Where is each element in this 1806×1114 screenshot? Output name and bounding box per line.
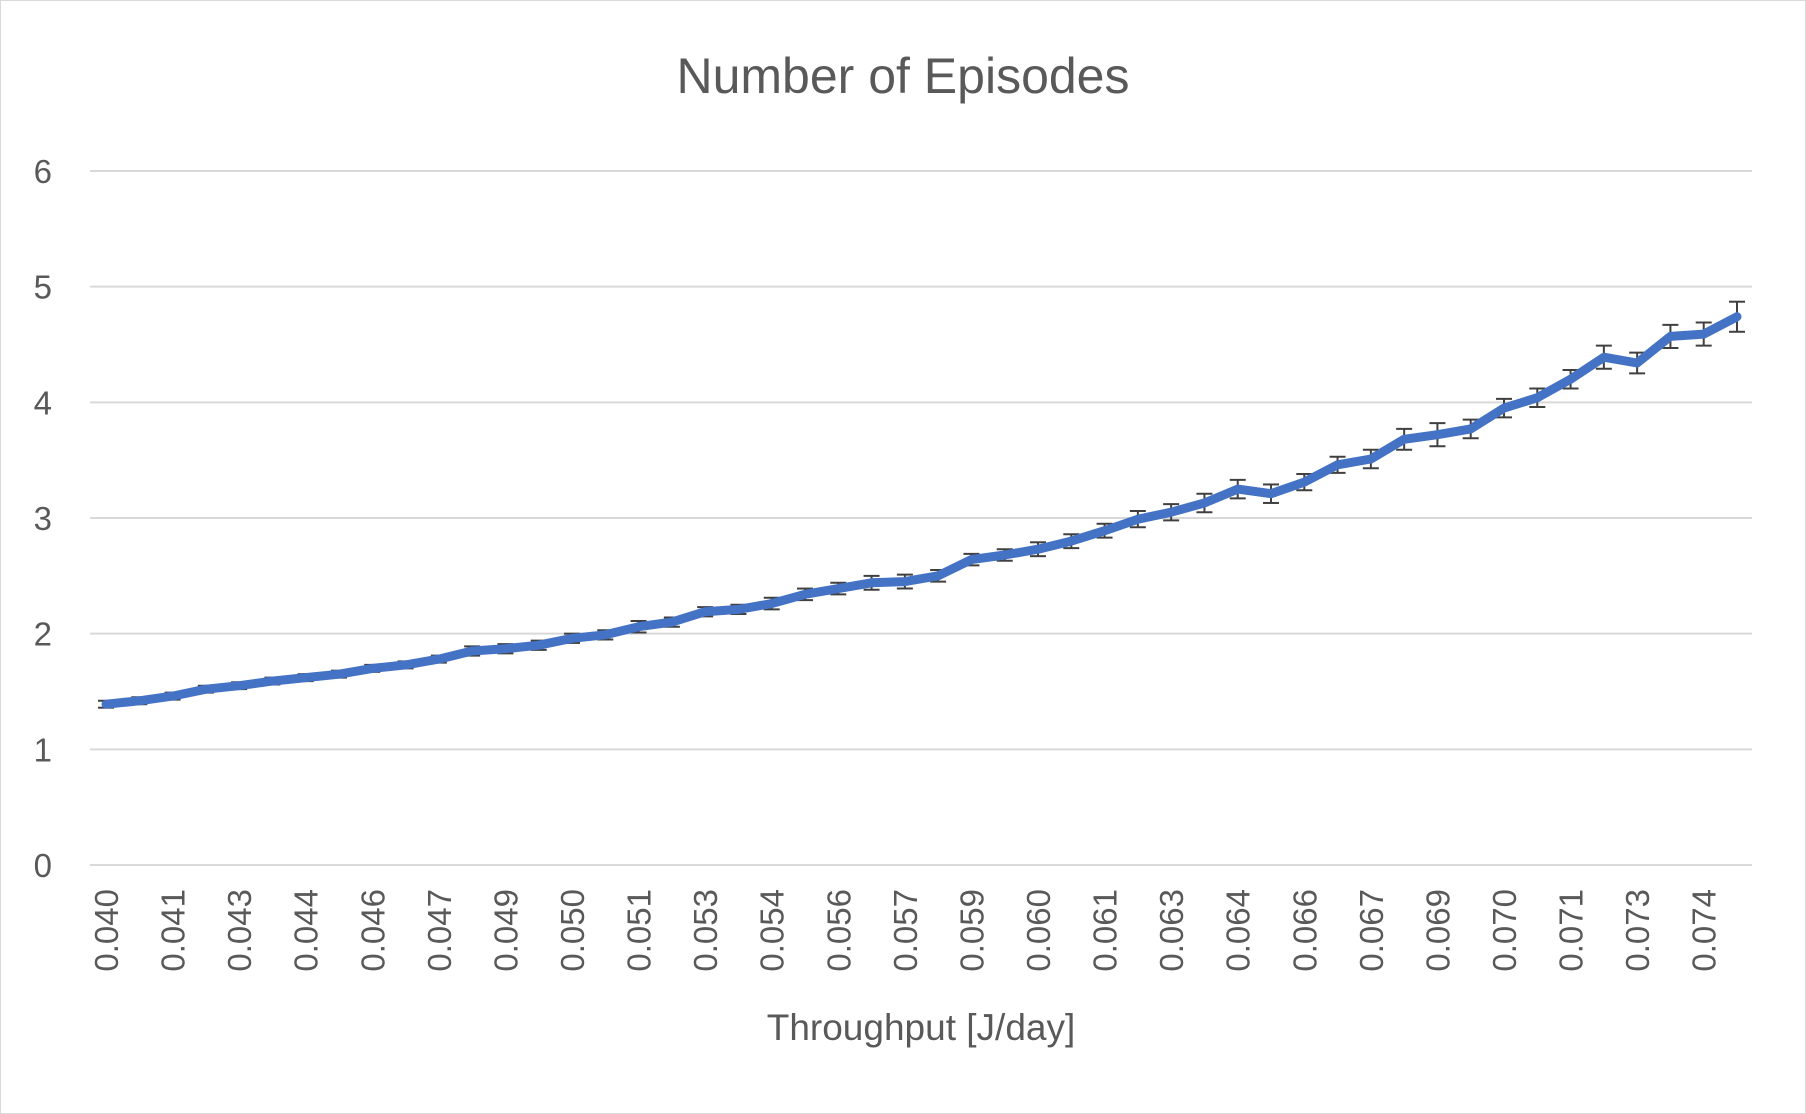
- x-tick-label: 0.043: [221, 889, 258, 972]
- x-tick-label: 0.067: [1353, 889, 1390, 972]
- data-point: [104, 702, 108, 707]
- data-point: [1601, 355, 1606, 360]
- data-point: [769, 601, 774, 606]
- data-point: [1002, 553, 1007, 558]
- data-point: [1535, 395, 1540, 400]
- x-tick-label: 0.064: [1220, 889, 1257, 972]
- data-point: [436, 657, 441, 662]
- y-tick-label: 6: [34, 153, 52, 190]
- y-tick-label: 0: [34, 847, 52, 884]
- x-tick-label: 0.051: [621, 889, 658, 972]
- gridlines: [90, 170, 1752, 866]
- data-point: [1169, 510, 1174, 515]
- x-tick-label: 0.053: [687, 889, 724, 972]
- x-tick-label: 0.049: [487, 889, 524, 972]
- data-point: [603, 632, 608, 637]
- data-point: [869, 580, 874, 585]
- data-point: [370, 666, 375, 671]
- series-line: [101, 312, 1742, 709]
- data-point: [836, 586, 841, 591]
- data-point: [170, 694, 175, 699]
- x-tick-label: 0.071: [1553, 889, 1590, 972]
- series-layer: [101, 312, 1742, 709]
- data-point: [270, 679, 275, 684]
- y-tick-label: 2: [34, 616, 52, 653]
- x-tick-label: 0.063: [1153, 889, 1190, 972]
- data-point: [1269, 491, 1273, 496]
- x-tick-label: 0.056: [820, 889, 857, 972]
- data-point: [1036, 547, 1040, 552]
- x-tick-label: 0.057: [887, 889, 924, 972]
- x-tick-label: 0.059: [953, 889, 990, 972]
- data-point: [237, 683, 242, 688]
- chart-title: Number of Episodes: [676, 48, 1129, 104]
- y-tick-label: 3: [34, 500, 52, 537]
- data-point: [503, 646, 508, 651]
- data-point: [1668, 334, 1673, 339]
- data-point: [337, 672, 341, 677]
- x-tick-label: 0.047: [421, 889, 458, 972]
- data-point: [470, 649, 475, 654]
- data-point: [1202, 500, 1207, 505]
- data-point: [1701, 332, 1706, 337]
- error-bars: [98, 300, 1745, 709]
- data-point: [636, 624, 641, 629]
- data-point: [1368, 457, 1373, 462]
- y-tick-label: 1: [34, 731, 52, 768]
- data-point: [536, 643, 541, 648]
- data-point: [1735, 314, 1739, 319]
- data-point: [703, 609, 708, 614]
- data-point: [1235, 487, 1240, 492]
- x-tick-label: 0.069: [1419, 889, 1456, 972]
- data-point: [1635, 361, 1640, 366]
- y-tick-label: 4: [34, 384, 52, 421]
- data-point: [403, 662, 408, 667]
- x-tick-label: 0.046: [354, 889, 391, 972]
- data-point: [1135, 517, 1140, 522]
- x-tick-label: 0.050: [554, 889, 591, 972]
- x-tick-label: 0.060: [1020, 889, 1057, 972]
- data-point: [1468, 426, 1473, 431]
- data-point: [203, 687, 208, 692]
- y-tick-label: 5: [34, 269, 52, 306]
- data-point: [303, 675, 308, 680]
- data-point: [1102, 528, 1107, 533]
- data-point: [1335, 462, 1340, 467]
- data-point: [570, 636, 574, 641]
- x-axis-ticks: 0.040 0.041 0.043 0.044 0.046 0.047 0.049 0.050…: [88, 889, 1723, 972]
- data-point: [1302, 480, 1307, 485]
- x-tick-label: 0.061: [1087, 889, 1124, 972]
- x-tick-label: 0.041: [155, 889, 192, 972]
- y-axis-ticks: 0 1 2 3 4 5 6: [34, 153, 52, 884]
- data-point: [1502, 406, 1506, 411]
- data-point: [137, 698, 142, 703]
- x-axis-label: Throughput [J/day]: [767, 1007, 1076, 1048]
- data-point: [1402, 437, 1407, 442]
- x-tick-label: 0.054: [754, 889, 791, 972]
- data-point: [669, 620, 674, 625]
- data-point: [1435, 432, 1440, 437]
- x-tick-label: 0.044: [288, 889, 325, 972]
- data-point: [969, 557, 974, 562]
- x-tick-label: 0.074: [1686, 889, 1723, 972]
- x-tick-label: 0.066: [1286, 889, 1323, 972]
- data-point: [803, 592, 807, 597]
- x-tick-label: 0.073: [1619, 889, 1656, 972]
- data-point: [1069, 539, 1074, 544]
- x-tick-label: 0.070: [1486, 889, 1523, 972]
- x-tick-label: 0.040: [88, 889, 125, 972]
- data-point: [1568, 377, 1573, 382]
- data-point: [736, 607, 741, 612]
- data-point: [936, 573, 941, 578]
- data-point: [902, 579, 907, 584]
